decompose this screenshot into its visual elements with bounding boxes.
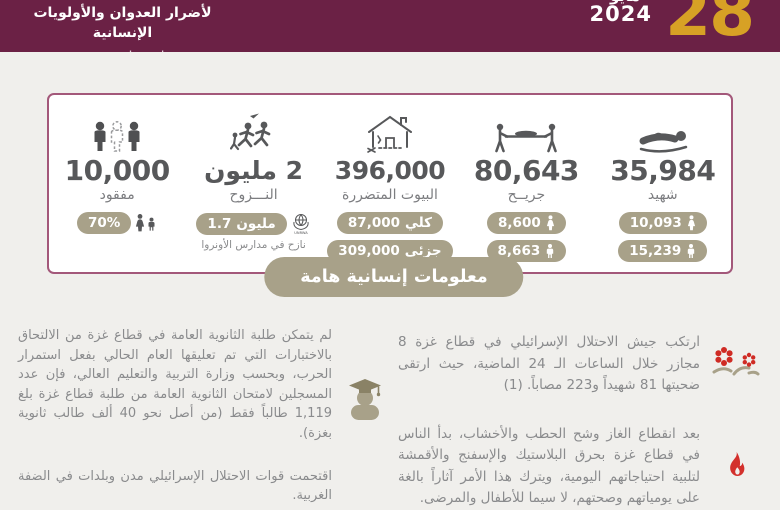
missing-label: مفقود [99,187,135,203]
article-incursion: اقتحمت قوات الاحتلال الإسرائيلي مدن وبلد… [18,467,390,506]
flame-icon [708,451,764,510]
displacement-badge-value: 1.7 [207,215,232,232]
section-banner: معلومات إنسانية هامة [264,257,524,297]
missing-badge-value: 70% [88,215,121,231]
date-year: 2024 [589,2,652,26]
articles-left-column: لم يتمكن طلبة الثانوية العامة في قطاع غز… [18,326,390,506]
child-icon [545,243,555,259]
article-education-text: لم يتمكن طلبة الثانوية العامة في قطاع غز… [18,328,332,441]
unrwa-logo-icon: UNRWA [291,212,311,235]
stat-displacement: 2 مليون النـــزوح 1.7 مليون UNRWA نازح ف… [185,105,321,272]
missing-persons-icon [90,105,144,155]
houses-value: 396,000 [334,156,446,185]
martyrs-value: 35,984 [610,154,716,187]
article-fuel: بعد انقطاع الغاز وشح الحطب والأخشاب، بدأ… [398,424,764,510]
displacement-badge: 1.7 مليون [196,212,287,235]
stats-panel: 35,984 شهيد 10,093 15,239 [47,93,733,274]
article-massacres-text: ارتكب جيش الاحتلال الإسرائيلي في قطاع غز… [398,334,700,393]
damaged-house-icon [362,105,418,155]
article-massacres: ارتكب جيش الاحتلال الإسرائيلي في قطاع غز… [398,332,764,397]
houses-label: البيوت المتضررة [342,187,438,203]
graduate-icon [340,372,390,444]
houses-total-value: 87,000 [347,215,401,231]
articles-right-column: ارتكب جيش الاحتلال الإسرائيلي في قطاع غز… [398,332,764,510]
martyrs-label: شهيد [647,187,678,203]
stat-houses: 396,000 البيوت المتضررة 87,000 كلي 309,0… [322,105,458,272]
stat-injured: 80,643 جريــح 8,600 8,663 [458,105,594,272]
unrwa-logo-label: UNRWA [294,231,308,235]
injured-women-value: 8,600 [498,215,541,231]
houses-partial-value: 309,000 [338,243,400,259]
women-children-icons [135,214,157,232]
header-title-line2: قطـــــــاع غـــــــزة [30,48,215,52]
displacement-badge-unit: مليون [236,215,276,232]
displacement-label: النـــزوح [229,187,278,203]
martyr-icon [634,105,692,155]
woman-icon [546,215,555,231]
displacement-value: 2 مليون [204,156,304,185]
woman-icon [687,215,696,231]
houses-total-unit: كلي [405,215,433,231]
martyrs-children-badge: 15,239 [618,240,708,262]
header-bar: لأضرار العدوان والأولويات الإنسانية قطــ… [0,0,780,52]
martyrs-children-value: 15,239 [629,243,682,259]
header-title: لأضرار العدوان والأولويات الإنسانية قطــ… [30,3,215,52]
article-fuel-text: بعد انقطاع الغاز وشح الحطب والأخشاب، بدأ… [398,425,700,507]
displacement-caption: نازح في مدارس الأونروا [201,239,306,251]
martyrs-women-value: 10,093 [629,215,682,231]
child-icon [686,243,696,259]
stretcher-icon [491,105,561,155]
date-day: 28 [665,0,755,51]
houses-total-badge: 87,000 كلي [336,212,444,234]
houses-partial-unit: جزئي [404,243,442,259]
injured-label: جريــح [507,187,546,203]
fleeing-family-icon [229,105,278,155]
article-incursion-text: اقتحمت قوات الاحتلال الإسرائيلي مدن وبلد… [18,468,332,504]
houses-partial-badge: 309,000 جزئي [327,240,453,262]
injured-children-value: 8,663 [497,243,541,259]
red-flowers-icon [708,342,764,397]
stat-missing: 10,000 مفقود 70% [49,105,185,272]
spacer [340,467,390,506]
missing-value: 10,000 [64,154,171,187]
injured-children-badge: 8,663 [486,240,567,262]
injured-women-badge: 8,600 [487,212,566,234]
stat-martyrs: 35,984 شهيد 10,093 15,239 [595,105,731,272]
missing-badge: 70% [77,212,132,234]
article-education: لم يتمكن طلبة الثانوية العامة في قطاع غز… [18,326,390,444]
date-month: مايو [610,0,640,5]
martyrs-women-badge: 10,093 [618,212,707,234]
header-title-line1: لأضرار العدوان والأولويات الإنسانية [33,5,212,41]
injured-value: 80,643 [473,154,580,187]
